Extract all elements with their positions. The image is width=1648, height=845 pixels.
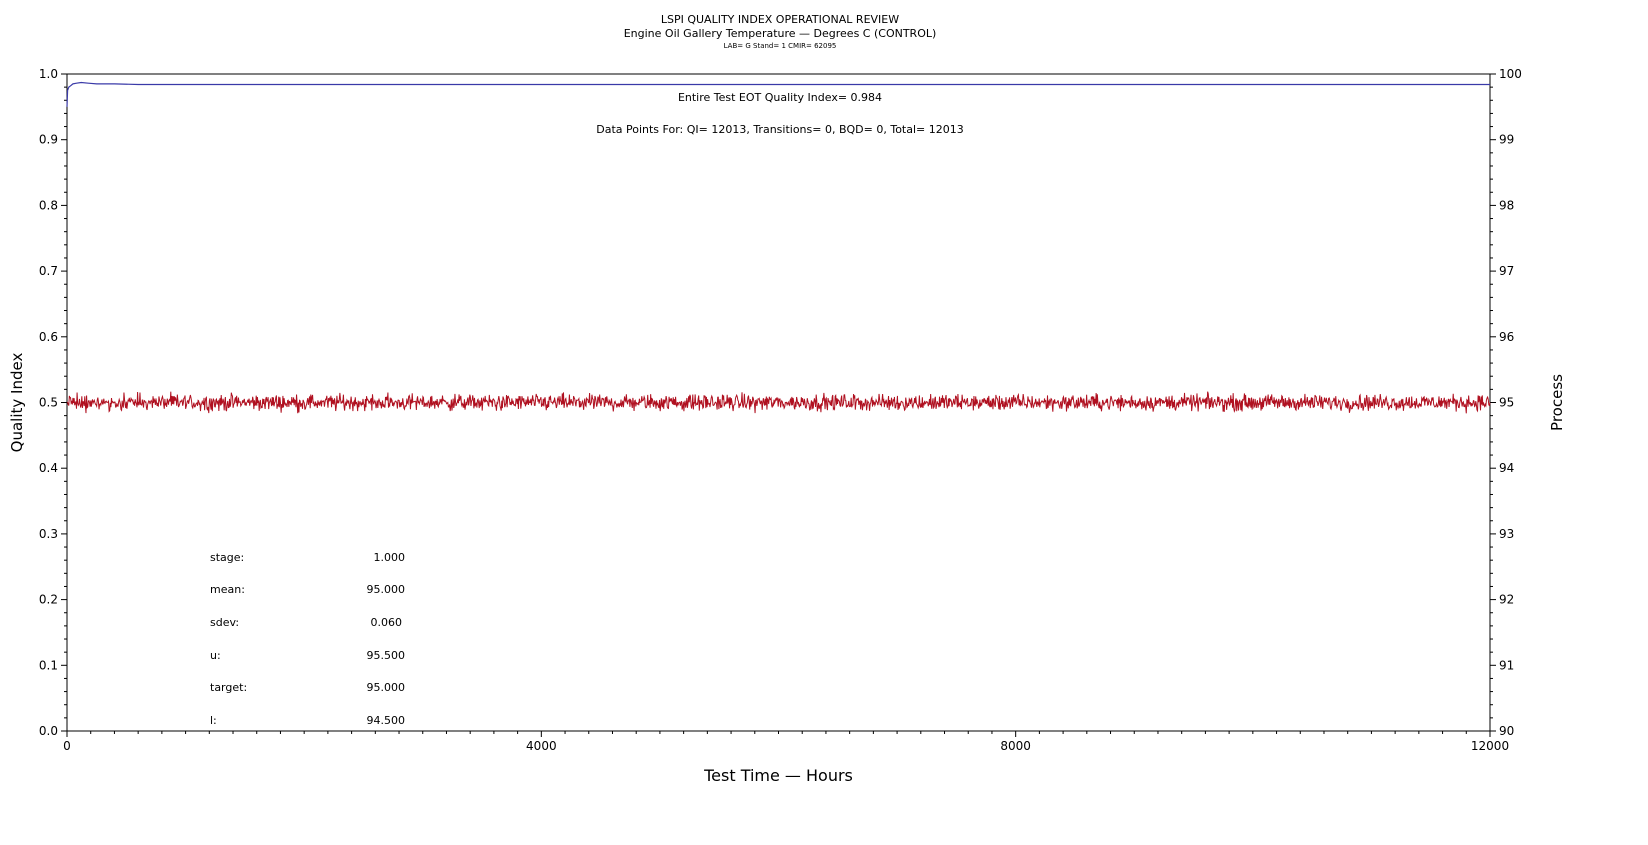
chart-subtitle: Engine Oil Gallery Temperature — Degrees… <box>623 27 937 40</box>
stat-label-mean: mean: <box>210 583 245 596</box>
x-axis-label: Test Time — Hours <box>703 766 853 785</box>
eot-quality-index-annotation: Entire Test EOT Quality Index= 0.984 <box>677 91 883 104</box>
y-axis-label: Quality Index <box>8 353 26 453</box>
y2-tick-label: 94 <box>1499 461 1514 475</box>
stat-value-sdev: 0.060 <box>370 616 403 629</box>
y-tick-label: 0.4 <box>39 461 58 475</box>
y-tick-label: 0.7 <box>39 264 58 278</box>
y-tick-label: 0.8 <box>39 198 58 212</box>
x-tick-label: 8000 <box>1000 739 1031 753</box>
y2-axis-label: Process <box>1548 374 1566 431</box>
y2-tick-label: 93 <box>1499 527 1514 541</box>
process-series-line <box>66 391 1491 414</box>
x-tick-label: 12000 <box>1471 739 1509 753</box>
y2-tick-label: 99 <box>1499 133 1514 147</box>
stat-label-target: target: <box>210 681 248 694</box>
data-points-annotation: Data Points For: QI= 12013, Transitions=… <box>596 123 964 136</box>
y2-tick-label: 95 <box>1499 396 1514 410</box>
y-tick-label: 0.0 <box>39 724 58 738</box>
y2-tick-label: 92 <box>1499 593 1514 607</box>
y-tick-label: 0.6 <box>39 330 58 344</box>
y2-tick-label: 100 <box>1499 67 1522 81</box>
stat-value-mean: 95.000 <box>366 583 406 596</box>
stat-value-target: 95.000 <box>366 681 406 694</box>
y-tick-label: 0.5 <box>39 396 58 410</box>
stat-label-u: u: <box>210 649 221 662</box>
y2-tick-label: 98 <box>1499 198 1514 212</box>
stat-label-l: l: <box>210 714 217 727</box>
stat-value-stage: 1.000 <box>373 551 406 564</box>
stat-label-sdev: sdev: <box>210 616 240 629</box>
stat-label-stage: stage: <box>210 551 245 564</box>
y-tick-label: 1.0 <box>39 67 58 81</box>
y-tick-label: 0.3 <box>39 527 58 541</box>
y-tick-label: 0.1 <box>39 658 58 672</box>
chart-subsubtitle: LAB= G Stand= 1 CMIR= 62095 <box>723 42 837 50</box>
stat-value-u: 95.500 <box>366 649 406 662</box>
y-tick-label: 0.2 <box>39 593 58 607</box>
y2-tick-label: 97 <box>1499 264 1514 278</box>
y2-tick-label: 96 <box>1499 330 1514 344</box>
y2-tick-label: 91 <box>1499 658 1514 672</box>
y2-tick-label: 90 <box>1499 724 1514 738</box>
chart-title: LSPI QUALITY INDEX OPERATIONAL REVIEW <box>660 13 900 26</box>
y-tick-label: 0.9 <box>39 133 58 147</box>
x-tick-label: 4000 <box>526 739 557 753</box>
stat-value-l: 94.500 <box>366 714 406 727</box>
quality-index-series-line <box>66 81 1490 107</box>
x-tick-label: 0 <box>63 739 71 753</box>
